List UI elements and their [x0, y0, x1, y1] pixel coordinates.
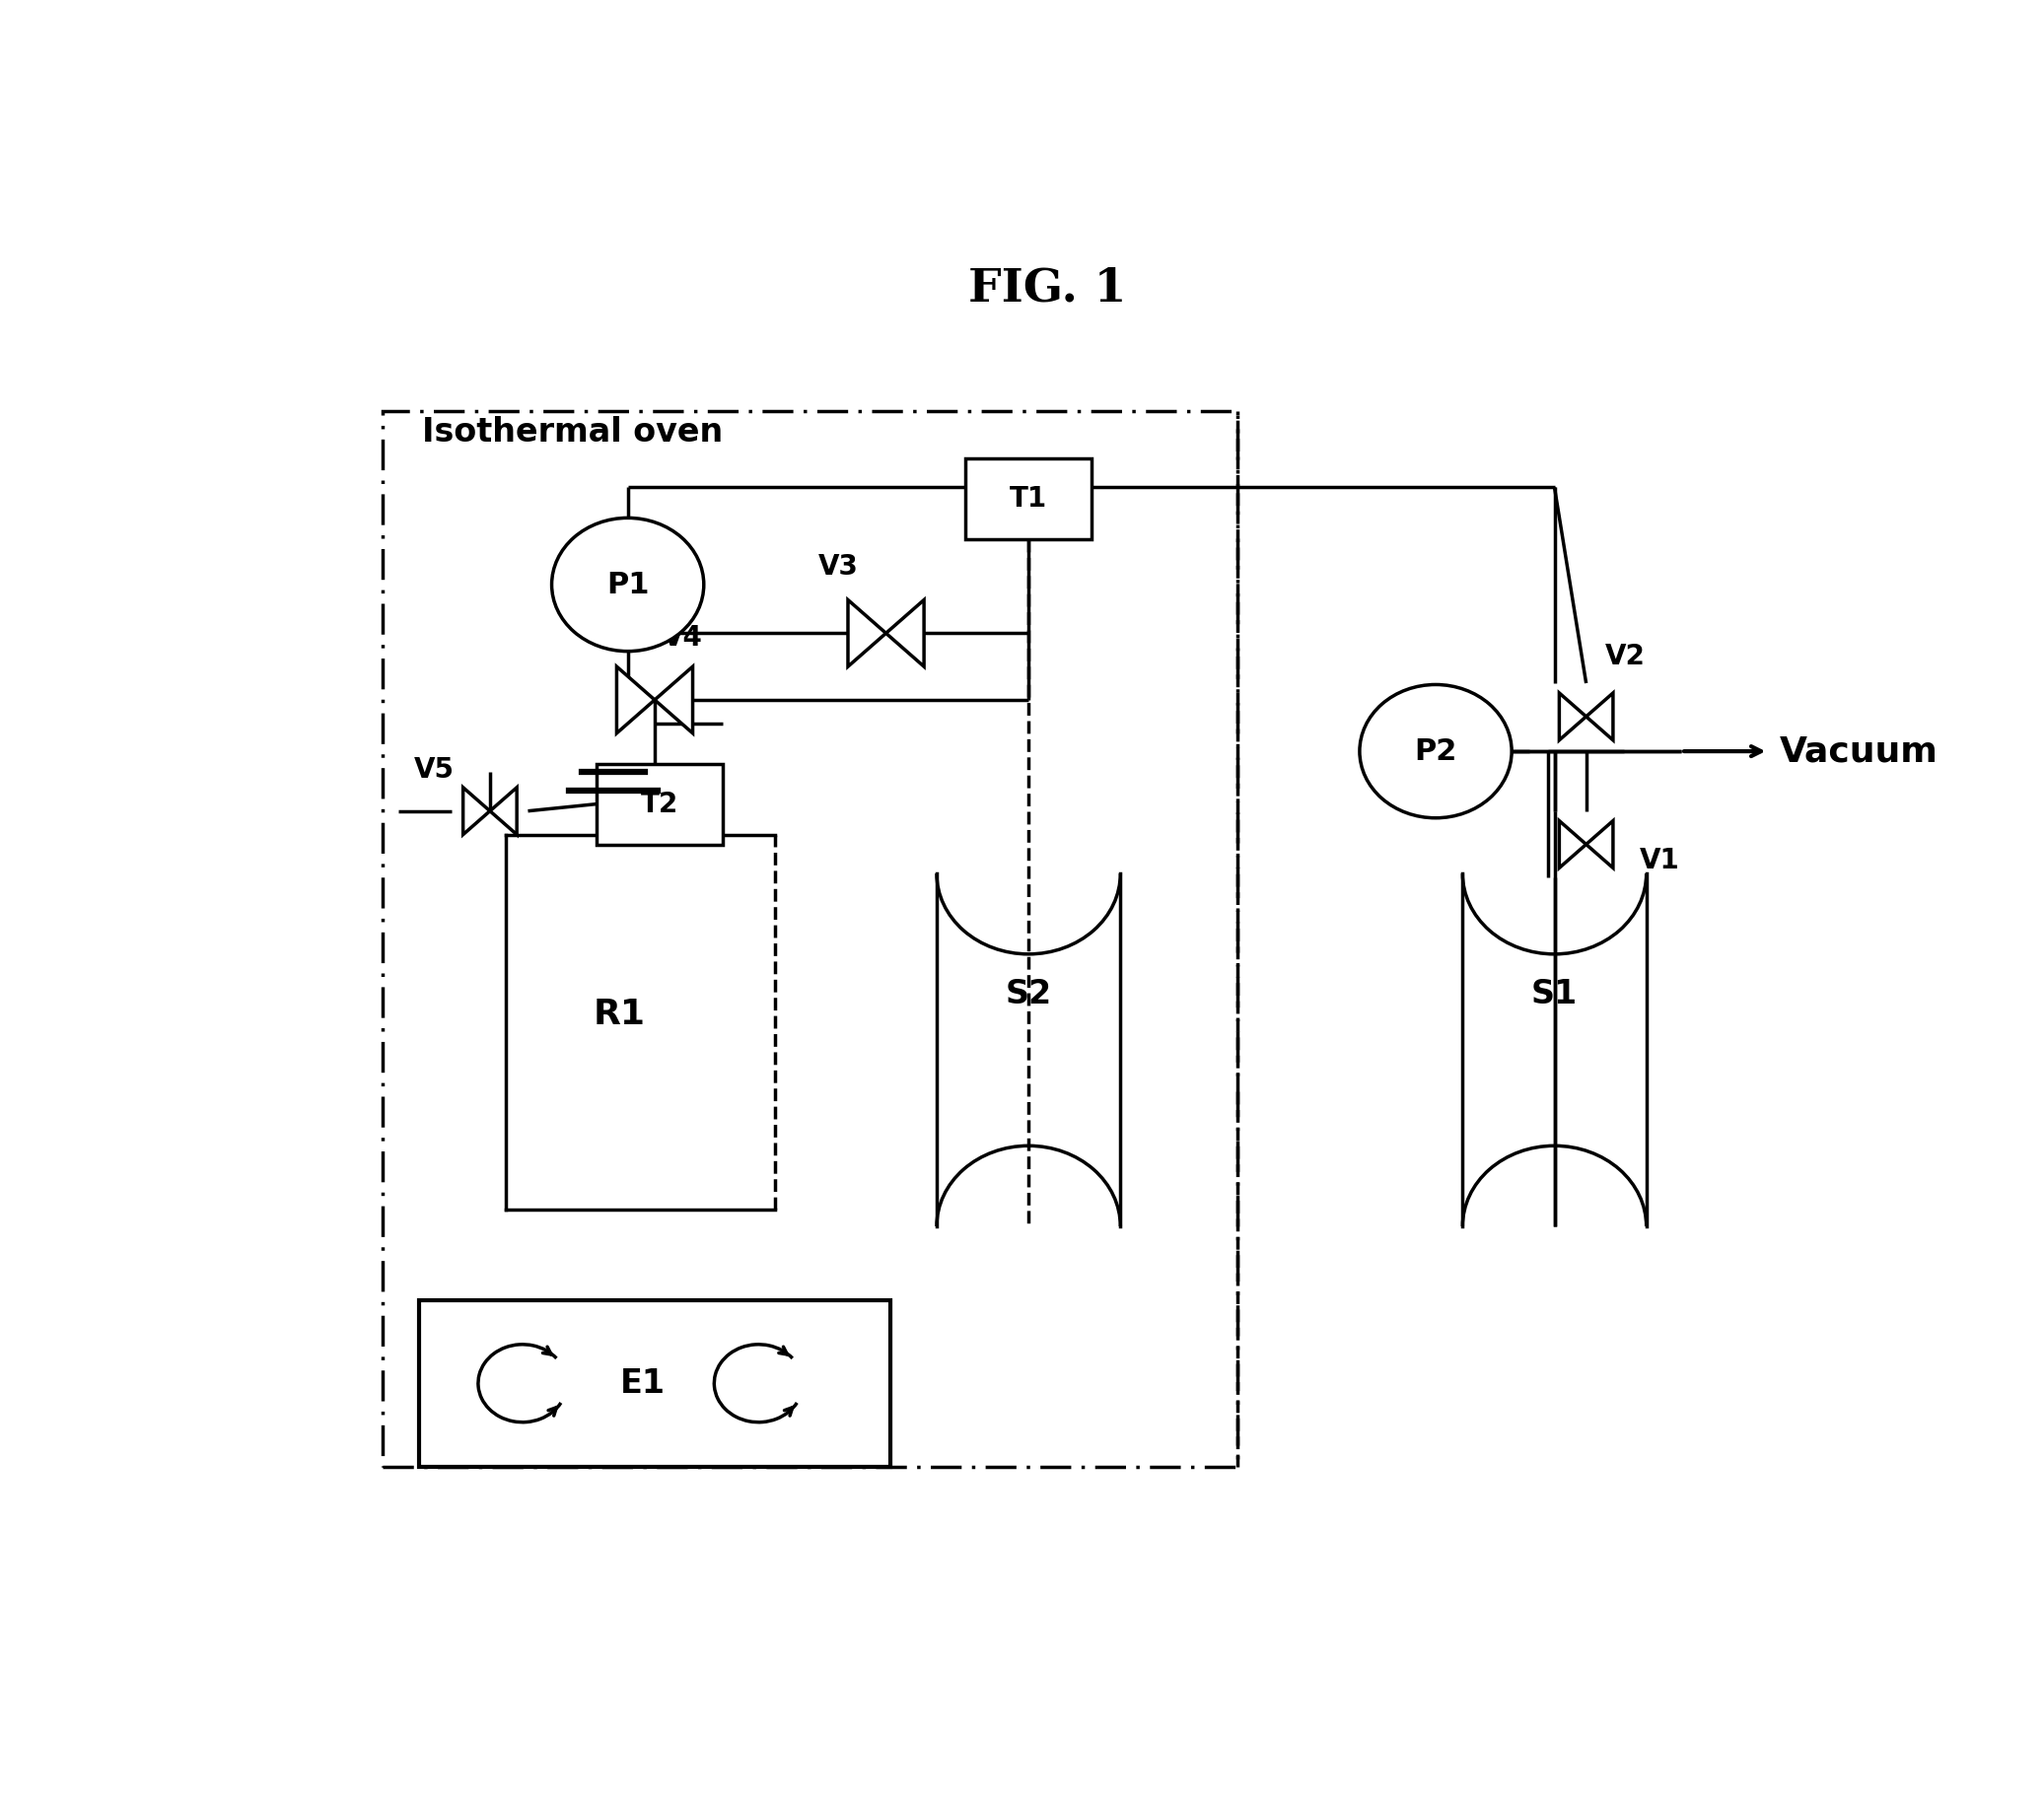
- Polygon shape: [1586, 693, 1613, 740]
- Polygon shape: [1560, 821, 1586, 868]
- Polygon shape: [491, 787, 517, 835]
- Polygon shape: [464, 787, 491, 835]
- Text: S2: S2: [1006, 978, 1053, 1010]
- Text: P2: P2: [1414, 738, 1457, 765]
- Text: R1: R1: [593, 998, 646, 1032]
- Bar: [419, 1301, 891, 1467]
- Text: V2: V2: [1605, 642, 1645, 671]
- Circle shape: [552, 518, 703, 651]
- Polygon shape: [885, 601, 924, 666]
- Text: T1: T1: [1010, 485, 1047, 512]
- Bar: [1464, 873, 1645, 1227]
- Text: Vacuum: Vacuum: [1780, 734, 1938, 769]
- Text: Isothermal oven: Isothermal oven: [421, 415, 724, 447]
- Text: V3: V3: [818, 552, 858, 581]
- Polygon shape: [617, 666, 654, 732]
- Text: P1: P1: [607, 570, 650, 599]
- Text: V4: V4: [662, 624, 703, 651]
- Text: FIG. 1: FIG. 1: [969, 265, 1126, 312]
- Bar: [965, 458, 1091, 539]
- Circle shape: [1359, 684, 1513, 817]
- Text: S1: S1: [1531, 978, 1578, 1010]
- Text: E1: E1: [619, 1367, 666, 1400]
- Polygon shape: [1586, 821, 1613, 868]
- Bar: [597, 763, 724, 844]
- Bar: [382, 411, 1239, 1467]
- Polygon shape: [848, 601, 885, 666]
- Bar: [936, 873, 1120, 1227]
- Bar: [505, 835, 775, 1210]
- Text: V5: V5: [413, 756, 454, 783]
- Text: T2: T2: [640, 790, 679, 817]
- Polygon shape: [654, 666, 693, 732]
- Text: V1: V1: [1639, 848, 1680, 875]
- Polygon shape: [1560, 693, 1586, 740]
